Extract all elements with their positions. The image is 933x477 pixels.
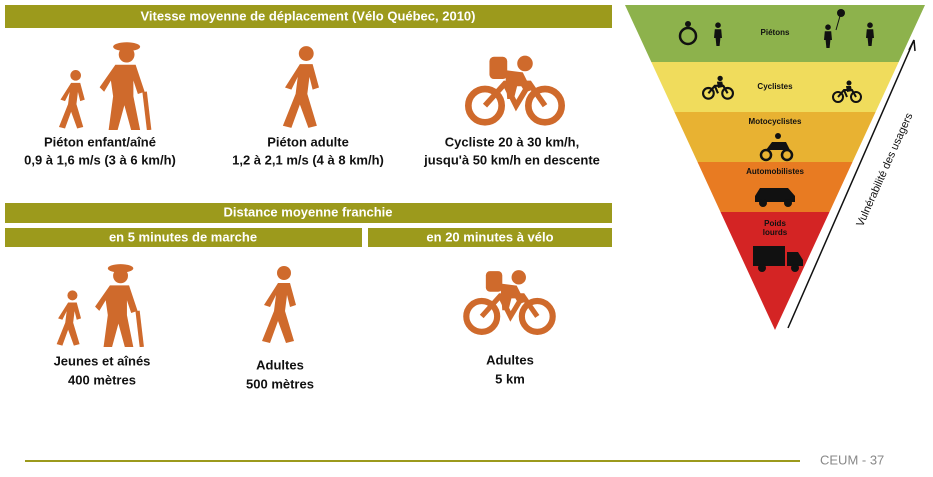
item-detail: jusqu'à 50 km/h en descente: [423, 152, 600, 167]
level-label: Motocyclistes: [749, 117, 802, 126]
level-label: lourds: [763, 228, 788, 237]
item-detail: 500 mètres: [246, 376, 314, 391]
item-detail: 400 mètres: [68, 372, 136, 387]
level-label: Automobilistes: [746, 167, 804, 176]
sub-banner-title: en 5 minutes de marche: [109, 229, 257, 244]
footer-text: CEUM - 37: [820, 452, 884, 467]
banner: [5, 5, 612, 28]
item-label: Adultes: [486, 352, 534, 367]
icon-cyclist: [466, 270, 552, 332]
icon-walker: [262, 266, 296, 343]
level-label: Poids: [764, 219, 786, 228]
icon-walker: [282, 46, 319, 128]
level-label: Cyclistes: [757, 82, 793, 91]
pyramid-band: [697, 162, 853, 212]
vulnerability-arrow: [787, 39, 915, 329]
item-detail: 1,2 à 2,1 m/s (4 à 8 km/h): [232, 152, 384, 167]
pyramid-band: [674, 112, 876, 162]
sub-banner: [5, 228, 362, 247]
item-label: Jeunes et aînés: [54, 353, 151, 368]
item-label: Cycliste 20 à 30 km/h,: [445, 134, 579, 149]
pyramid-band: [625, 5, 925, 62]
item-label: Adultes: [256, 357, 304, 372]
pyramid-band: [651, 62, 899, 112]
icon-elder: [59, 42, 149, 130]
sub-banner-title: en 20 minutes à vélo: [426, 229, 553, 244]
level-label: Piétons: [761, 28, 790, 37]
banner: [5, 203, 612, 223]
item-detail: 5 km: [495, 371, 525, 386]
icon-elder: [57, 264, 142, 347]
pyramid-icons: [678, 9, 874, 272]
item-label: Piéton enfant/aîné: [44, 134, 156, 149]
item-label: Piéton adulte: [267, 134, 349, 149]
banner-title: Distance moyenne franchie: [223, 204, 392, 219]
pyramid-band: [720, 212, 830, 330]
sub-banner: [368, 228, 612, 247]
arrow-head: [908, 39, 916, 52]
icon-cyclist: [468, 56, 561, 123]
item-detail: 0,9 à 1,6 m/s (3 à 6 km/h): [24, 152, 176, 167]
banner-title: Vitesse moyenne de déplacement (Vélo Qué…: [140, 8, 475, 23]
